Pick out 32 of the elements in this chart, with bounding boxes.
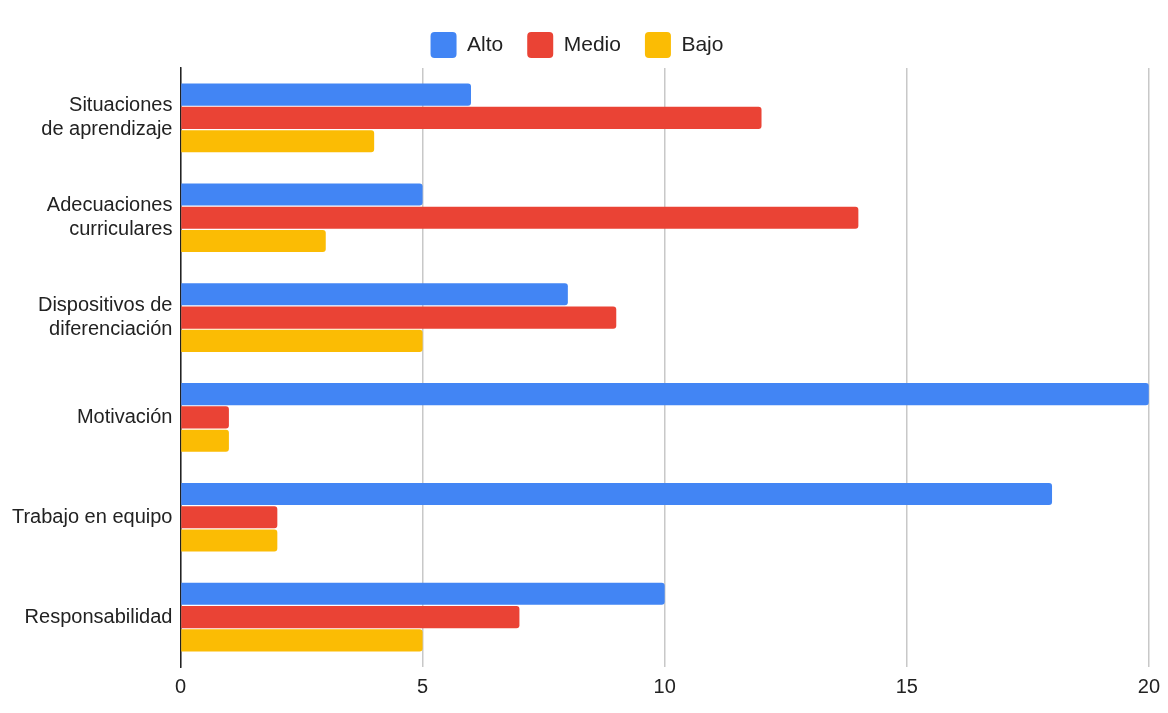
x-tick-label: 5 [417, 674, 429, 697]
x-tick-label: 15 [895, 674, 918, 697]
y-tick-label: Adecuaciones curriculares [46, 193, 173, 240]
bar [181, 406, 229, 429]
y-tick-label: Situaciones de aprendizaje [41, 93, 173, 140]
bar [181, 83, 472, 106]
y-tick-label: Trabajo en equipo [11, 504, 173, 527]
bar [181, 183, 423, 206]
legend-label: Bajo [681, 31, 724, 55]
y-tick-label: Responsabilidad [24, 604, 173, 627]
y-tick-label: Dispositivos de diferenciación [37, 293, 173, 340]
bar [181, 130, 375, 153]
y-tick-label: Motivación [76, 404, 173, 427]
bar [181, 629, 423, 652]
x-tick-label: 0 [174, 674, 187, 697]
bar [181, 529, 278, 552]
bar [181, 283, 568, 306]
legend-label: Medio [563, 31, 621, 55]
bar [181, 582, 665, 605]
bar [181, 229, 326, 253]
bar [181, 383, 1149, 406]
bar [181, 606, 520, 629]
bar [181, 329, 423, 352]
x-tick-label: 10 [653, 674, 676, 697]
bar [181, 482, 1053, 506]
bar [181, 306, 617, 329]
bar [181, 429, 229, 452]
bar [181, 106, 762, 129]
legend-label: Alto [467, 31, 504, 55]
bar [181, 206, 859, 229]
bar [181, 506, 278, 529]
x-tick-label: 20 [1137, 674, 1160, 697]
